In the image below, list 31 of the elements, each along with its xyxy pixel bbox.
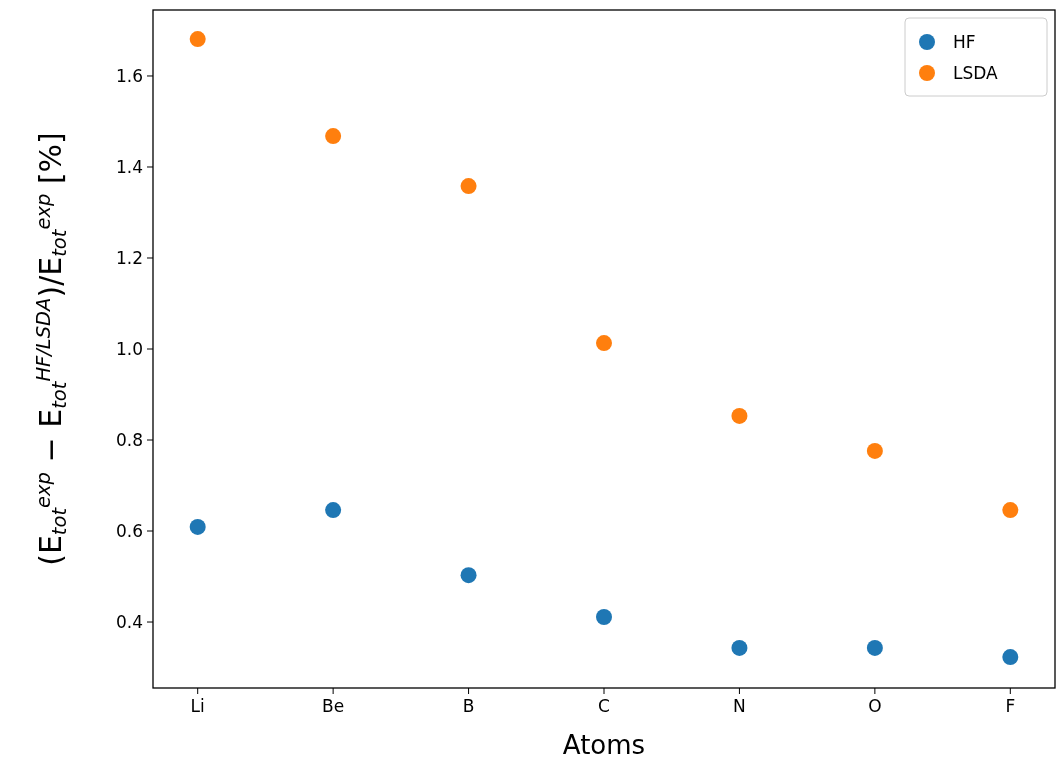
point xyxy=(731,407,748,424)
x-tick-label: C xyxy=(598,696,610,716)
point xyxy=(1002,502,1019,519)
point xyxy=(460,567,477,584)
x-tick-label: B xyxy=(462,696,475,716)
x-tick-label: N xyxy=(733,696,746,716)
x-tick-label: Li xyxy=(190,696,205,716)
y-tick-label: 1.2 xyxy=(115,247,143,268)
point xyxy=(189,518,206,535)
y-tick-label: 0.6 xyxy=(115,520,143,541)
point xyxy=(731,639,748,656)
point xyxy=(866,442,883,459)
point xyxy=(866,639,883,656)
point xyxy=(1002,649,1019,666)
point xyxy=(325,128,342,145)
y-tick-label: 0.8 xyxy=(115,429,143,450)
point xyxy=(460,178,477,195)
legend-label: LSDA xyxy=(953,62,999,83)
point xyxy=(596,609,612,626)
point xyxy=(189,31,206,48)
x-tick-label: Be xyxy=(322,696,345,716)
x-tick-label: F xyxy=(1005,696,1016,716)
x-axis-title: Atoms xyxy=(562,730,646,760)
y-tick-label: 0.4 xyxy=(115,611,143,632)
y-tick-label: 1.0 xyxy=(115,338,143,359)
y-tick-label: 1.4 xyxy=(115,156,143,177)
point xyxy=(325,502,342,519)
x-tick-label: O xyxy=(868,696,882,716)
y-tick-label: 1.6 xyxy=(115,65,143,86)
legend-label: HF xyxy=(953,31,976,52)
point xyxy=(596,335,612,352)
